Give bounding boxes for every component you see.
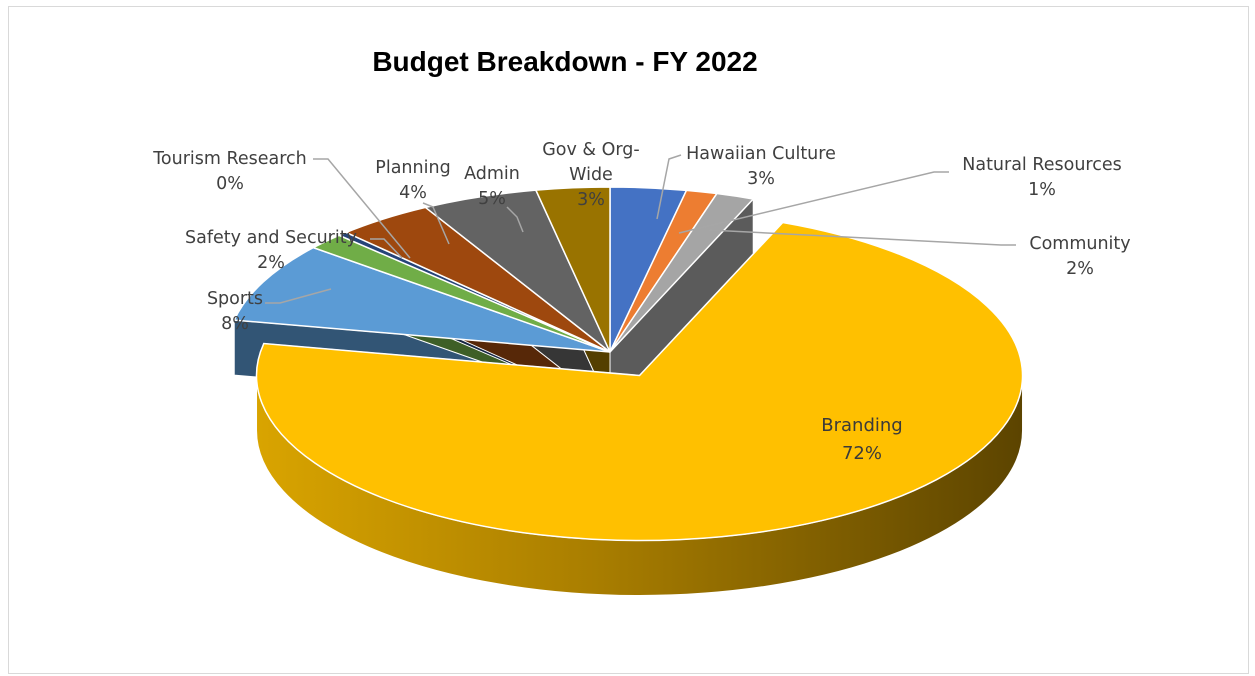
- slice-label-community: Community: [1029, 234, 1130, 254]
- slice-gov-org-wide: [534, 186, 611, 353]
- slice-value-admin: 5%: [478, 189, 506, 209]
- slice-branding: [255, 221, 1024, 542]
- chart-title: Budget Breakdown - FY 2022: [372, 46, 757, 77]
- slice-community: [609, 192, 755, 353]
- slice-label-gov-org-wide: Gov & Org-Wide: [542, 140, 639, 185]
- slice-label-safety-and-security: Safety and Security: [185, 228, 357, 248]
- leader-line-hawaiian-culture: [656, 154, 682, 220]
- leader-line-planning: [422, 202, 450, 245]
- slice-label-planning: Planning: [375, 158, 450, 178]
- slice-label-tourism-research: Tourism Research: [152, 149, 307, 169]
- chart-frame: Budget Breakdown - FY 2022 Hawaiian Cult…: [8, 6, 1249, 674]
- leader-line-natural-resources: [678, 171, 949, 234]
- pie-chart: Budget Breakdown - FY 2022 Hawaiian Cult…: [152, 46, 1131, 596]
- slice-value-community: 2%: [1066, 259, 1094, 279]
- slice-label-natural-resources: Natural Resources: [962, 155, 1121, 175]
- slice-label-branding: Branding: [821, 415, 902, 436]
- slice-value-hawaiian-culture: 3%: [747, 169, 775, 189]
- slice-sports: [233, 246, 611, 353]
- slice-label-sports: Sports: [207, 289, 263, 309]
- slice-value-sports: 8%: [221, 314, 249, 334]
- slice-value-safety-and-security: 2%: [257, 253, 285, 273]
- leader-line-admin: [506, 206, 524, 233]
- slice-value-planning: 4%: [399, 183, 427, 203]
- slice-value-gov-org-wide: 3%: [577, 190, 605, 210]
- slice-label-admin: Admin: [464, 164, 520, 184]
- leader-line-tourism-research: [313, 158, 411, 259]
- slice-value-tourism-research: 0%: [216, 174, 244, 194]
- leader-line-safety-and-security: [370, 238, 403, 259]
- slice-value-branding: 72%: [842, 443, 882, 464]
- slice-label-hawaiian-culture: Hawaiian Culture: [686, 144, 836, 164]
- leader-line-sports: [265, 288, 332, 304]
- slice-value-natural-resources: 1%: [1028, 180, 1056, 200]
- leader-line-community: [708, 229, 1016, 246]
